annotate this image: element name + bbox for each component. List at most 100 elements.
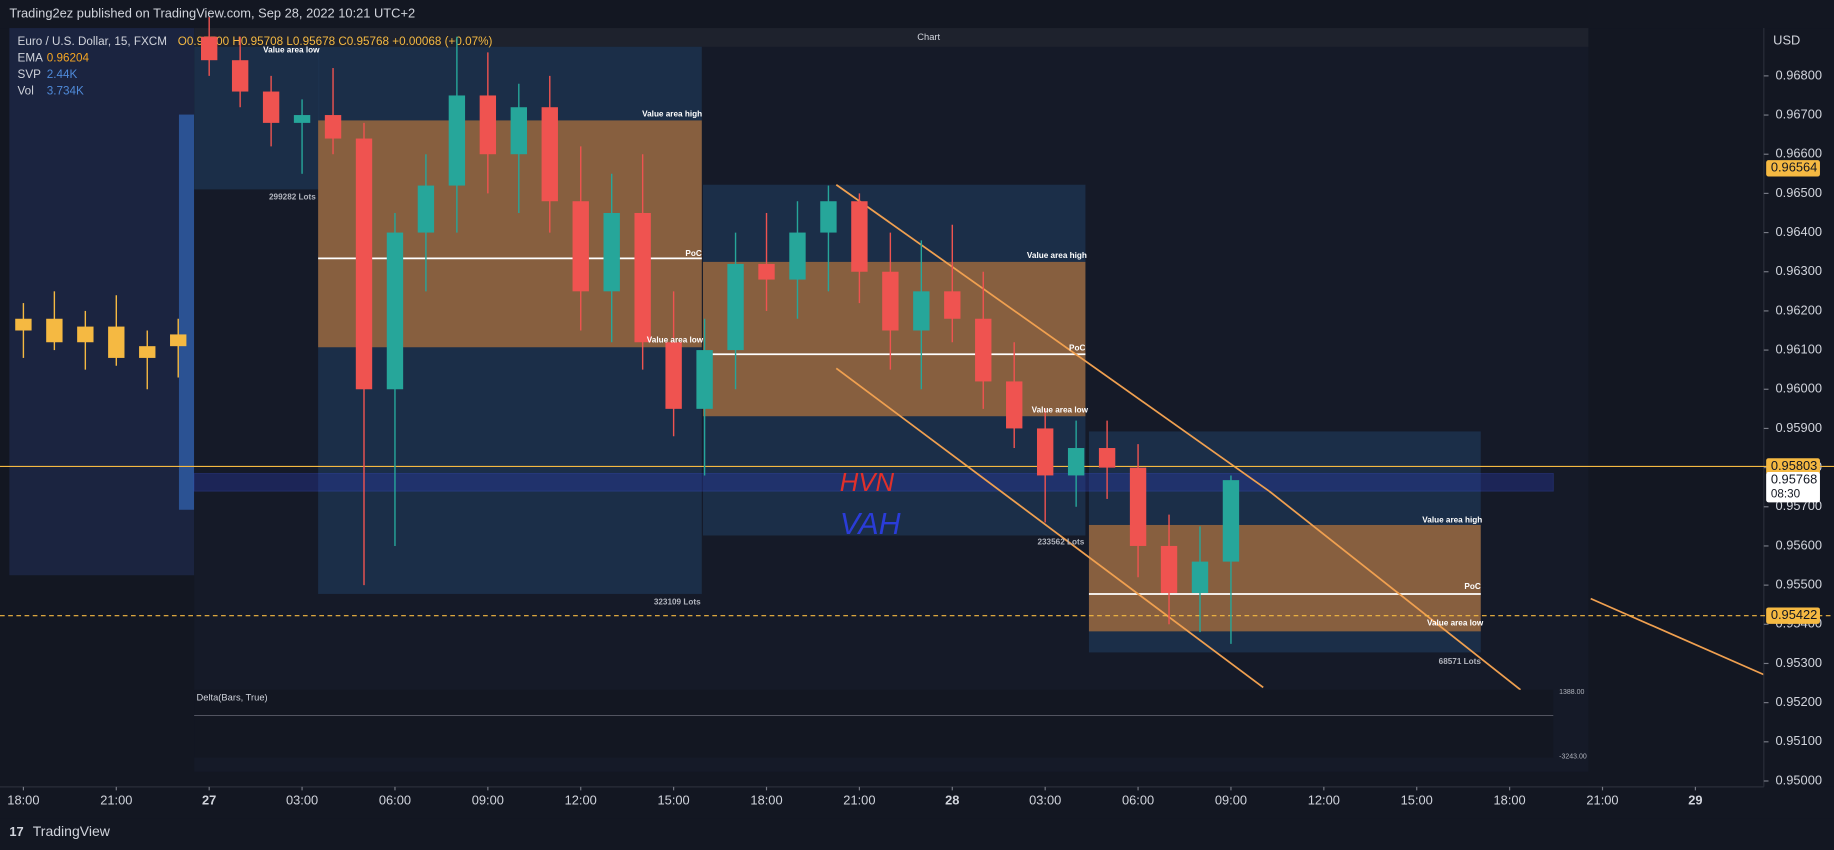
x-tick-label: 27 (202, 792, 216, 807)
x-tick-label: 06:00 (1122, 792, 1154, 807)
y-tick-label: 0.96400 (1776, 224, 1822, 239)
legend-value: 2.44K (47, 68, 78, 81)
x-tick-label: 15:00 (1401, 792, 1433, 807)
candle-body (944, 291, 961, 319)
candle-body (15, 318, 32, 331)
candle-body (758, 263, 775, 280)
y-tick-label: 0.95900 (1776, 420, 1822, 435)
candle-body (231, 60, 249, 92)
brand: TradingView (33, 823, 111, 839)
candle-body (789, 232, 806, 280)
x-tick-label: 06:00 (379, 792, 411, 807)
candle-body (200, 36, 218, 61)
delta-tick: 1388.00 (1559, 689, 1584, 696)
candle-body (541, 107, 558, 202)
left-pane (9, 28, 195, 576)
publisher: Trading2ez published on TradingView.com,… (9, 5, 415, 20)
price-label: 0.96564 (1771, 160, 1817, 175)
x-tick-label: 09:00 (472, 792, 504, 807)
top-bar (0, 0, 1834, 29)
candle-body (77, 326, 94, 343)
trend-line (835, 367, 1264, 689)
candle-body (139, 346, 156, 358)
x-tick-label: 21:00 (843, 792, 875, 807)
price-label: 0.95422 (1771, 607, 1817, 622)
candle-body (820, 201, 837, 233)
candle-body (417, 185, 435, 233)
legend-symbol: Euro / U.S. Dollar, 15, FXCM (18, 35, 167, 48)
candle-body (851, 201, 868, 272)
legend-name: EMA (18, 52, 44, 65)
x-tick-label: 15:00 (658, 792, 690, 807)
candle-body (1222, 480, 1240, 562)
x-tick-label: 18:00 (1494, 792, 1526, 807)
delta-title: Delta(Bars, True) (197, 692, 268, 702)
price-label-box (1766, 607, 1820, 624)
candle-body (448, 95, 466, 186)
price-axis (1763, 28, 1834, 787)
y-tick-label: 0.96800 (1776, 67, 1822, 82)
y-tick-label: 0.95000 (1776, 772, 1822, 787)
x-tick-label: 03:00 (286, 792, 318, 807)
candle-body (603, 212, 620, 292)
candle-body (572, 201, 589, 292)
x-tick-label: 29 (1688, 792, 1702, 807)
price-label: 0.95768 (1771, 472, 1817, 487)
candle-body (1036, 428, 1054, 476)
pane-title: Chart (917, 32, 940, 42)
candle-body (1098, 448, 1116, 468)
y-tick-label: 0.96600 (1776, 146, 1822, 161)
price-countdown: 08:30 (1771, 487, 1801, 500)
annotation: 233562 Lots (1037, 538, 1084, 547)
candle-body (293, 115, 311, 123)
annotation: PoC (1069, 344, 1085, 353)
candle-body (975, 318, 992, 382)
candle-body (696, 350, 713, 409)
left-volume-profile (178, 114, 195, 510)
candle-body (882, 271, 899, 331)
candle-body (170, 334, 187, 347)
annotation: Value area high (642, 110, 702, 119)
annotation: Value area low (263, 45, 320, 54)
y-tick-label: 0.95200 (1776, 694, 1822, 709)
annotation: Value area low (647, 335, 704, 344)
candle-body (1006, 381, 1023, 429)
legend-name: Vol (18, 84, 34, 97)
x-tick-label: 28 (945, 792, 959, 807)
x-tick-label: 12:00 (565, 792, 597, 807)
candle-body (262, 91, 280, 123)
delta-pane (194, 689, 1554, 758)
candle-body (386, 232, 404, 390)
hvn-band (193, 473, 1554, 492)
y-tick-label: 0.96500 (1776, 185, 1822, 200)
candle-body (479, 95, 497, 155)
candle-body (324, 115, 342, 139)
y-tick-label: 0.96700 (1776, 106, 1822, 121)
x-tick-label: 09:00 (1215, 792, 1247, 807)
candle-body (1129, 467, 1147, 546)
footer (0, 818, 1834, 850)
trend-line (1268, 490, 1522, 691)
candle-body (1191, 561, 1209, 593)
inner-pane-toolbar (194, 28, 1589, 47)
y-tick-label: 0.96000 (1776, 381, 1822, 396)
candle-body (913, 291, 930, 331)
candle-body (355, 138, 373, 390)
candle-body (1160, 545, 1178, 593)
hand-annotation: HVN (840, 469, 895, 497)
x-tick-label: 18:00 (750, 792, 782, 807)
candle-body (665, 342, 682, 409)
x-tick-label: 18:00 (7, 792, 39, 807)
candle-body (46, 318, 63, 343)
candle-body (634, 212, 651, 343)
price-label-box (1766, 160, 1820, 177)
y-tick-label: 0.95500 (1776, 577, 1822, 592)
annotation: Value area low (1427, 618, 1484, 627)
y-tick-label: 0.96300 (1776, 263, 1822, 278)
annotation: Value area low (1032, 406, 1089, 415)
trend-line (835, 184, 1270, 492)
x-tick-label: 12:00 (1308, 792, 1340, 807)
legend-ohlc: O0.95700 H0.95708 L0.95678 C0.95768 +0.0… (178, 35, 493, 48)
currency: USD (1773, 32, 1800, 47)
